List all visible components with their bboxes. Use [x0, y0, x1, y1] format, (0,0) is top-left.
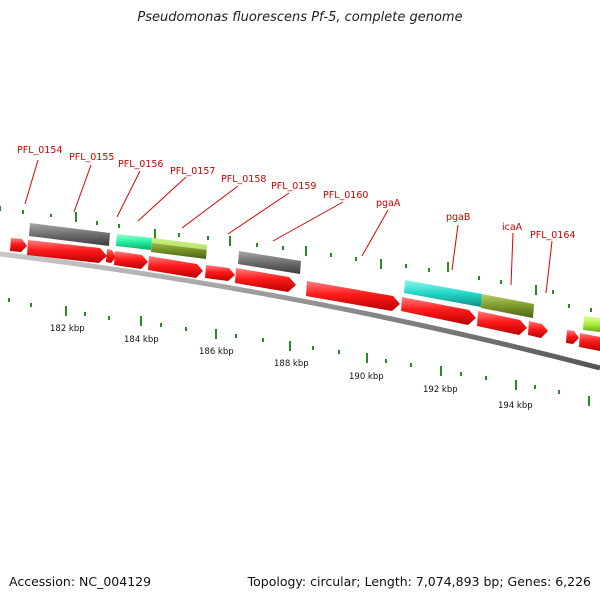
cds-arrow[interactable]	[401, 297, 476, 325]
gene-label-pfl-0155: PFL_0155	[69, 152, 114, 163]
gene-label-pfl-0154: PFL_0154	[17, 145, 62, 156]
feature-lime[interactable]	[583, 316, 600, 332]
gene-label-pgaa: pgaA	[376, 198, 401, 209]
gene-label-pfl-0159: PFL_0159	[271, 181, 316, 192]
cds-arrow[interactable]	[205, 265, 235, 281]
gene-label-pfl-0164: PFL_0164	[530, 230, 575, 241]
kbp-label: 188 kbp	[274, 359, 309, 369]
gene-label-pgab: pgaB	[446, 212, 470, 223]
gene-label-icaa: icaA	[502, 222, 523, 233]
outer-tick-row	[0, 206, 592, 312]
cds-track	[10, 238, 600, 351]
kbp-label: 184 kbp	[124, 335, 159, 345]
kbp-label: 194 kbp	[498, 401, 533, 411]
inner-tick-row	[8, 298, 590, 406]
cds-arrow[interactable]	[235, 268, 296, 292]
feature-mint[interactable]	[116, 234, 152, 250]
cds-arrow[interactable]	[566, 330, 579, 344]
feature-teal[interactable]	[404, 280, 482, 307]
kbp-label: 192 kbp	[423, 385, 458, 395]
kbp-label: 182 kbp	[50, 324, 85, 334]
gene-labels: PFL_0154 PFL_0155 PFL_0156 PFL_0157 PFL_…	[17, 145, 575, 241]
kbp-labels: 182 kbp 184 kbp 186 kbp 188 kbp 190 kbp …	[50, 324, 533, 411]
cds-arrow[interactable]	[306, 281, 400, 311]
accession-text: Accession: NC_004129	[9, 574, 152, 589]
cds-arrow[interactable]	[106, 249, 116, 263]
feature-olive[interactable]	[481, 294, 534, 318]
feature-gray[interactable]	[29, 223, 110, 246]
map-title: Pseudomonas fluorescens Pf-5, complete g…	[137, 10, 463, 25]
kbp-label: 186 kbp	[199, 347, 234, 357]
genome-summary-text: Topology: circular; Length: 7,074,893 bp…	[247, 574, 591, 589]
cds-arrow[interactable]	[10, 238, 27, 252]
cds-arrow[interactable]	[148, 256, 203, 278]
feature-track-upper	[29, 223, 600, 332]
label-leaders	[24, 159, 553, 294]
cds-arrow[interactable]	[579, 333, 600, 351]
gene-label-pfl-0157: PFL_0157	[170, 166, 215, 177]
cds-arrow[interactable]	[114, 251, 148, 269]
cds-arrow[interactable]	[477, 311, 527, 335]
cds-arrow[interactable]	[27, 240, 107, 263]
genome-backbone	[0, 251, 600, 371]
gene-label-pfl-0156: PFL_0156	[118, 159, 163, 170]
gene-label-pfl-0158: PFL_0158	[221, 174, 266, 185]
cds-arrow[interactable]	[528, 321, 548, 338]
feature-lime[interactable]	[152, 238, 207, 250]
feature-gray[interactable]	[238, 251, 301, 274]
gene-label-pfl-0160: PFL_0160	[323, 190, 368, 201]
kbp-label: 190 kbp	[349, 372, 384, 382]
